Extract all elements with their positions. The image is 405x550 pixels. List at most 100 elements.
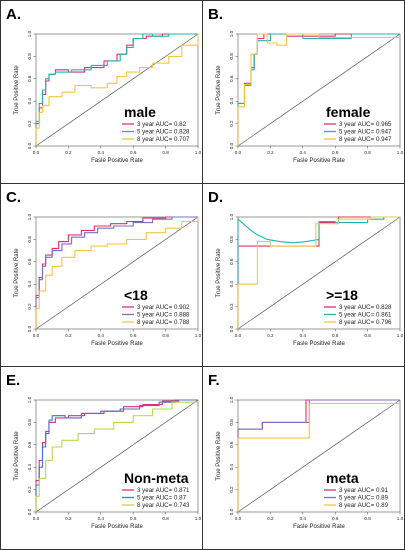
- y-tick-label: 0.0: [27, 325, 32, 332]
- panel-frame: [0, 366, 203, 550]
- y-tick-label: 0.2: [229, 486, 234, 493]
- reference-diagonal: [35, 399, 199, 513]
- x-tick-label: 0.8: [162, 333, 169, 338]
- roc-curve-line: [35, 401, 198, 512]
- y-tick-label: 0.8: [27, 236, 32, 243]
- y-tick-label: 0.6: [229, 441, 234, 448]
- x-tick-label: 0.8: [162, 516, 169, 521]
- y-axis-label: True Positive Rate: [216, 65, 222, 115]
- y-tick-label: 1.0: [229, 396, 234, 403]
- panel-letter: E.: [6, 372, 20, 389]
- y-axis-label: True Positive Rate: [216, 431, 222, 481]
- roc-curve-line: [35, 33, 198, 146]
- y-tick-label: 0.8: [229, 419, 234, 426]
- panel-letter: D.: [208, 189, 223, 206]
- reference-diagonal: [35, 216, 199, 330]
- x-tick-label: 1.0: [195, 516, 202, 521]
- roc-curve-line: [35, 217, 199, 329]
- x-tick-label: 0.2: [65, 333, 72, 338]
- x-axis-label: Fasle Positive Rate: [91, 158, 143, 164]
- y-tick-label: 0.6: [27, 75, 32, 82]
- x-tick-label: 1.0: [397, 516, 404, 521]
- y-tick-label: 0.4: [27, 98, 32, 105]
- x-tick-label: 0.6: [332, 516, 339, 521]
- y-tick-label: 0.4: [229, 464, 234, 471]
- legend-entry: 3 year AUC= 0.902: [137, 304, 190, 311]
- x-tick-label: 0.8: [364, 150, 371, 155]
- x-tick-label: 0.0: [235, 333, 242, 338]
- panel-frame: [202, 0, 405, 184]
- legend-entry: 3 year AUC= 0.82: [137, 121, 187, 128]
- legend-entry: 5 year AUC= 0.828: [137, 129, 190, 136]
- roc-panel: D. 0.0 0.2 0.4 0.6 0.8 1.0 0.0 0.2 0.4 0.6 0.8 1.0 Fa…: [202, 183, 405, 367]
- y-axis-label: True Positive Rate: [14, 65, 20, 115]
- reference-diagonal: [237, 216, 401, 330]
- y-axis-label: True Positive Rate: [14, 248, 20, 298]
- y-tick-label: 0.0: [229, 142, 234, 149]
- x-tick-label: 0.2: [65, 516, 72, 521]
- y-tick-label: 0.2: [27, 303, 32, 310]
- roc-curve-line: [35, 216, 198, 329]
- roc-curve-line: [237, 33, 400, 146]
- x-tick-label: 0.4: [98, 333, 105, 338]
- legend-entry: 8 year AUC= 0.947: [339, 136, 392, 143]
- x-tick-label: 0.0: [235, 150, 242, 155]
- y-tick-label: 0.8: [229, 236, 234, 243]
- x-tick-label: 0.2: [65, 150, 72, 155]
- x-tick-label: 0.0: [33, 333, 40, 338]
- y-tick-label: 0.4: [229, 98, 234, 105]
- y-tick-label: 0.0: [229, 325, 234, 332]
- y-tick-label: 0.2: [229, 120, 234, 127]
- x-tick-label: 0.0: [33, 150, 40, 155]
- x-axis-label: Fasle Positive Rate: [91, 524, 143, 530]
- x-axis-label: Fasle Positive Rate: [293, 158, 345, 164]
- roc-panel: B. 0.0 0.2 0.4 0.6 0.8 1.0 0.0 0.2 0.4 0.6 0.8 1.0 Fa…: [202, 0, 405, 184]
- legend-entry: 8 year AUC= 0.788: [137, 319, 190, 326]
- panel-frame: [202, 366, 405, 550]
- x-tick-label: 0.4: [98, 150, 105, 155]
- panel-letter: C.: [6, 189, 21, 206]
- x-tick-label: 1.0: [397, 150, 404, 155]
- panel-frame: [0, 183, 203, 367]
- y-tick-label: 0.6: [229, 258, 234, 265]
- legend-entry: 8 year AUC= 0.796: [339, 319, 392, 326]
- y-tick-label: 0.0: [229, 508, 234, 515]
- x-tick-label: 0.4: [300, 516, 307, 521]
- legend-entry: 5 year AUC= 0.888: [137, 312, 190, 319]
- group-label: male: [124, 104, 156, 120]
- legend-entry: 5 year AUC= 0.89: [339, 495, 389, 502]
- group-label: <18: [124, 287, 148, 303]
- y-tick-label: 1.0: [27, 396, 32, 403]
- roc-curve-line: [237, 399, 400, 512]
- panel-letter: B.: [208, 6, 223, 23]
- x-tick-label: 0.6: [130, 333, 137, 338]
- y-tick-label: 0.8: [229, 53, 234, 60]
- panel-frame: [202, 183, 405, 367]
- roc-curve-line: [35, 34, 199, 146]
- panel-letter: F.: [208, 372, 220, 389]
- roc-curve-line: [35, 399, 198, 512]
- roc-panel: F. 0.0 0.2 0.4 0.6 0.8 1.0 0.0 0.2 0.4 0.6 0.8 1.0 Fa…: [202, 366, 405, 550]
- x-tick-label: 0.0: [33, 516, 40, 521]
- legend-entry: 3 year AUC= 0.871: [137, 487, 190, 494]
- y-tick-label: 0.8: [27, 53, 32, 60]
- roc-curve-line: [237, 402, 400, 512]
- legend-entry: 3 year AUC= 0.965: [339, 121, 392, 128]
- x-tick-label: 0.2: [267, 333, 274, 338]
- x-axis-label: Fasle Positive Rate: [293, 341, 345, 347]
- y-tick-label: 1.0: [229, 213, 234, 220]
- x-tick-label: 0.4: [300, 333, 307, 338]
- x-tick-label: 0.6: [130, 516, 137, 521]
- y-tick-label: 0.6: [27, 258, 32, 265]
- group-label: >=18: [326, 287, 358, 303]
- x-tick-label: 0.8: [364, 333, 371, 338]
- legend-entry: 3 year AUC= 0.91: [339, 487, 389, 494]
- legend-entry: 3 year AUC= 0.828: [339, 304, 392, 311]
- y-tick-label: 0.6: [27, 441, 32, 448]
- reference-diagonal: [237, 33, 401, 147]
- plot-area: [35, 33, 199, 147]
- x-tick-label: 1.0: [397, 333, 404, 338]
- y-tick-label: 1.0: [229, 30, 234, 37]
- x-tick-label: 0.6: [130, 150, 137, 155]
- plot-area: [35, 399, 199, 513]
